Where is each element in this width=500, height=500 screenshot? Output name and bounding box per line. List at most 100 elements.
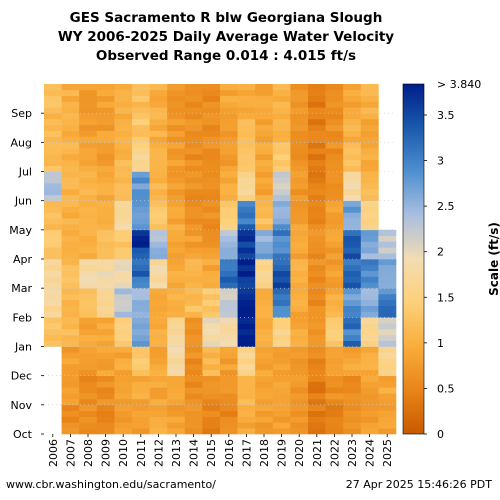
heatmap-cell	[184, 224, 203, 231]
heatmap-cell	[325, 124, 344, 131]
heatmap-cell	[132, 422, 150, 429]
heatmap-cell	[167, 381, 186, 388]
heatmap-cell	[96, 113, 115, 120]
heatmap-cell	[237, 422, 256, 429]
heatmap-cell	[61, 171, 80, 178]
heatmap-cell	[378, 329, 397, 336]
heatmap-cell	[290, 399, 309, 406]
heatmap-cell	[290, 422, 309, 429]
year-column-2015	[202, 84, 221, 435]
heatmap-cell	[202, 224, 221, 231]
y-tick-label: Jul	[18, 166, 32, 179]
heatmap-cell	[114, 124, 133, 131]
heatmap-cell	[202, 364, 221, 371]
heatmap-cell	[272, 189, 291, 196]
year-column-2013	[167, 84, 186, 435]
heatmap-cell	[343, 352, 362, 359]
heatmap-cell	[308, 159, 326, 166]
heatmap-cell	[132, 276, 150, 283]
heatmap-cell	[149, 130, 168, 137]
heatmap-cell	[114, 282, 133, 289]
heatmap-cell	[325, 305, 344, 312]
y-axis: Oct Nov Dec Jan Feb Mar Apr May Jun Jul Aug Sep	[9, 107, 44, 441]
heatmap-cell	[360, 212, 379, 219]
heatmap-cell	[237, 101, 256, 108]
heatmap-cell	[184, 381, 203, 388]
heatmap-cell	[237, 299, 256, 306]
heatmap-cell	[61, 183, 80, 190]
heatmap-cell	[202, 136, 221, 143]
heatmap-cell	[308, 404, 326, 411]
heatmap-cell	[237, 177, 256, 184]
heatmap-cell	[149, 387, 168, 394]
heatmap-cell	[114, 329, 133, 336]
heatmap-cell	[325, 428, 344, 435]
heatmap-cell	[184, 235, 203, 242]
heatmap-cell	[61, 270, 80, 277]
heatmap-cell	[132, 288, 150, 295]
heatmap-cell	[61, 189, 80, 196]
heatmap-cell	[308, 241, 326, 248]
heatmap-cell	[290, 294, 309, 301]
heatmap-cell	[114, 212, 133, 219]
heatmap-cell	[61, 381, 80, 388]
heatmap-cell	[237, 416, 256, 423]
heatmap-cell	[184, 294, 203, 301]
heatmap-cell	[44, 159, 62, 166]
heatmap-cell	[202, 299, 221, 306]
heatmap-cell	[79, 422, 98, 429]
heatmap-cell	[202, 218, 221, 225]
heatmap-cell	[325, 218, 344, 225]
heatmap-cell	[149, 364, 168, 371]
heatmap-cell	[290, 317, 309, 324]
heatmap-cell	[255, 130, 274, 137]
heatmap-cell	[202, 142, 221, 149]
heatmap-cell	[237, 84, 256, 91]
heatmap-cell	[220, 288, 238, 295]
heatmap-cell	[132, 84, 150, 91]
heatmap-cell	[343, 264, 362, 271]
heatmap-cell	[202, 148, 221, 155]
heatmap-cell	[184, 84, 203, 91]
heatmap-cell	[343, 422, 362, 429]
heatmap-cell	[96, 84, 115, 91]
heatmap-cell	[44, 107, 62, 114]
year-column-2009	[96, 84, 115, 435]
heatmap-cell	[255, 124, 274, 131]
heatmap-cell	[308, 317, 326, 324]
heatmap-cell	[202, 294, 221, 301]
heatmap-cell	[272, 369, 291, 376]
year-column-2018	[255, 84, 274, 435]
heatmap-cell	[255, 177, 274, 184]
heatmap-cell	[149, 95, 168, 102]
heatmap-cell	[325, 177, 344, 184]
x-tick-label: 2019	[276, 439, 289, 467]
heatmap-cell	[132, 241, 150, 248]
heatmap-cell	[308, 294, 326, 301]
heatmap-cell	[61, 294, 80, 301]
x-tick-label: 2008	[82, 439, 95, 467]
heatmap-cell	[61, 154, 80, 161]
heatmap-cell	[44, 329, 62, 336]
heatmap-cell	[202, 428, 221, 435]
heatmap-cell	[132, 416, 150, 423]
year-column-2016	[220, 84, 238, 435]
heatmap-cell	[308, 136, 326, 143]
heatmap-cell	[220, 381, 238, 388]
heatmap-cell	[61, 282, 80, 289]
heatmap-cell	[132, 294, 150, 301]
heatmap-cell	[255, 358, 274, 365]
heatmap-cell	[132, 154, 150, 161]
heatmap-cell	[308, 206, 326, 213]
heatmap-cell	[79, 189, 98, 196]
heatmap-cell	[360, 311, 379, 318]
heatmap-cell	[272, 381, 291, 388]
heatmap-cell	[325, 329, 344, 336]
heatmap-cell	[360, 107, 379, 114]
heatmap-cell	[61, 113, 80, 120]
heatmap-cell	[343, 416, 362, 423]
heatmap-cell	[96, 276, 115, 283]
heatmap-cell	[167, 235, 186, 242]
year-column-2011	[132, 84, 150, 435]
heatmap-cell	[343, 387, 362, 394]
